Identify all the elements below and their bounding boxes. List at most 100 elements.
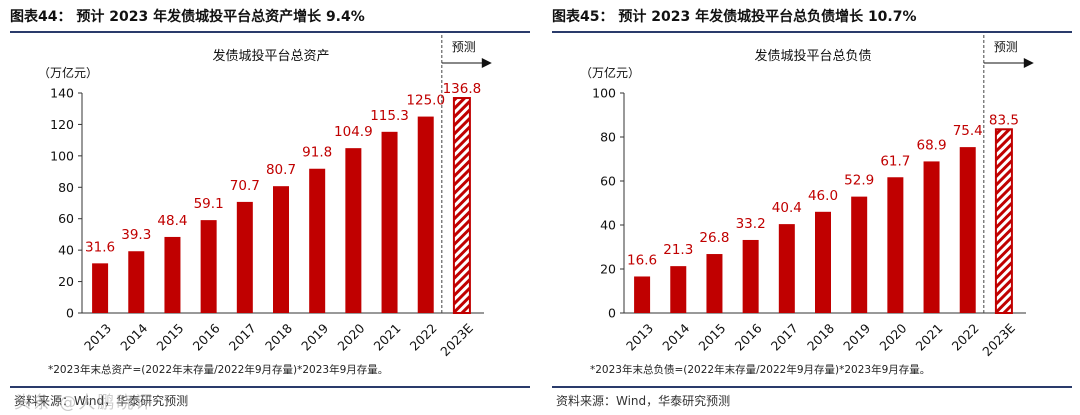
x-tick-label: 2013	[623, 320, 656, 353]
y-tick-label: 140	[50, 86, 74, 101]
x-tick-label: 2016	[190, 320, 223, 353]
bar	[128, 251, 145, 313]
y-tick-label: 60	[600, 174, 616, 189]
bar	[273, 186, 289, 313]
value-label: 61.7	[880, 153, 910, 169]
x-tick-label: 2015	[695, 320, 728, 353]
x-tick-label: 2020	[334, 320, 367, 353]
x-tick-label: 2019	[298, 320, 331, 353]
bar	[92, 263, 109, 313]
x-tick-label: 2016	[732, 320, 765, 353]
figure-45-chart: 发债城投平台总负债 （万亿元） 0 20 40 60 80 100 预测 16.6 2013 21.3…	[580, 35, 1034, 359]
bar	[923, 161, 940, 313]
value-label: 136.8	[443, 81, 482, 97]
figure-44-chart: 发债城投平台总资产 （万亿元） 0 20 40 60 80 100 120 140 预测 31.6 20…	[38, 35, 492, 359]
bar	[381, 131, 398, 313]
value-label: 39.3	[121, 227, 151, 243]
bar	[164, 236, 181, 313]
value-label: 40.4	[772, 200, 802, 216]
value-label: 46.0	[808, 188, 838, 204]
value-label: 68.9	[917, 137, 947, 153]
figure-45-source: 资料来源：Wind，华泰研究预测	[556, 394, 731, 408]
value-label: 21.3	[663, 242, 693, 258]
bar	[200, 220, 217, 313]
value-label: 70.7	[230, 178, 260, 194]
x-tick-label: 2021	[913, 320, 946, 353]
y-tick-label: 60	[58, 211, 74, 226]
forecast-bar	[452, 97, 471, 315]
value-label: 16.6	[627, 252, 657, 268]
bar	[706, 254, 723, 313]
value-label: 125.0	[406, 93, 445, 109]
x-tick-label: 2020	[876, 320, 909, 353]
value-label: 104.9	[334, 124, 373, 140]
value-label: 83.5	[989, 112, 1019, 128]
y-tick-label: 100	[50, 148, 74, 163]
figure-45-bottom-rule	[552, 386, 1072, 388]
x-tick-label: 2015	[153, 320, 186, 353]
bar	[417, 116, 434, 313]
chart-title: 发债城投平台总负债	[754, 48, 871, 64]
y-tick-label: 100	[592, 86, 616, 101]
figure-45-title: 图表45： 预计 2023 年发债城投平台总负债增长 10.7%	[552, 9, 917, 25]
y-axis-unit-label: （万亿元）	[580, 65, 640, 80]
bar	[345, 148, 362, 313]
chart-title: 发债城投平台总资产	[212, 48, 329, 64]
value-label: 26.8	[699, 230, 729, 246]
value-label: 59.1	[194, 196, 224, 212]
value-label: 91.8	[302, 145, 332, 161]
figure-44-source: 资料来源：Wind，华泰研究预测	[14, 394, 189, 408]
x-tick-label: 2021	[371, 320, 404, 353]
y-tick-label: 40	[600, 218, 616, 233]
figure-45-top-rule	[552, 31, 1072, 33]
figure-44-panel: 图表44： 预计 2023 年发债城投平台总资产增长 9.4% 发债城投平台总资…	[10, 0, 532, 415]
y-tick-label: 80	[600, 130, 616, 145]
y-axis-unit-label: （万亿元）	[38, 65, 98, 80]
bar	[309, 168, 326, 313]
y-tick-label: 0	[66, 306, 74, 321]
y-tick-label: 0	[608, 306, 616, 321]
x-tick-label: 2023E	[979, 320, 1018, 359]
x-tick-label: 2014	[659, 320, 692, 353]
x-tick-label: 2017	[226, 320, 259, 353]
value-label: 48.4	[157, 213, 187, 229]
x-tick-label: 2018	[262, 320, 295, 353]
x-tick-label: 2023E	[437, 320, 476, 359]
y-tick-label: 20	[600, 262, 616, 277]
figure-44-note: *2023年末总资产=(2022年末存量/2022年9月存量)*2023年9月存…	[48, 364, 389, 376]
forecast-bar	[994, 128, 1013, 314]
x-tick-label: 2014	[117, 320, 150, 353]
figure-44-top-rule	[10, 31, 530, 33]
bar	[742, 239, 759, 313]
x-tick-label: 2022	[949, 320, 982, 353]
value-label: 75.4	[953, 123, 983, 139]
forecast-label: 预测	[452, 40, 476, 54]
x-tick-label: 2017	[768, 320, 801, 353]
bar	[851, 196, 868, 313]
bar	[815, 211, 831, 313]
y-tick-label: 80	[58, 180, 74, 195]
x-tick-label: 2022	[407, 320, 440, 353]
value-label: 115.3	[370, 108, 409, 124]
y-tick-label: 40	[58, 243, 74, 258]
bar	[634, 276, 651, 313]
forecast-label: 预测	[994, 40, 1018, 54]
figure-44-title: 图表44： 预计 2023 年发债城投平台总资产增长 9.4%	[10, 9, 365, 25]
bar	[778, 224, 795, 313]
forecast-arrowhead	[1023, 58, 1034, 68]
bar	[959, 147, 976, 313]
x-tick-label: 2013	[81, 320, 114, 353]
x-tick-label: 2018	[804, 320, 837, 353]
bar	[887, 177, 904, 313]
value-label: 52.9	[844, 173, 874, 189]
forecast-arrowhead	[481, 58, 492, 68]
value-label: 80.7	[266, 162, 296, 178]
figure-44-bottom-rule	[10, 386, 530, 388]
y-tick-label: 120	[50, 117, 74, 132]
x-tick-label: 2019	[840, 320, 873, 353]
figure-45-note: *2023年末总负债=(2022年末存量/2022年9月存量)*2023年9月存…	[590, 364, 931, 376]
y-tick-label: 20	[58, 274, 74, 289]
figure-45-panel: 图表45： 预计 2023 年发债城投平台总负债增长 10.7% 发债城投平台总…	[552, 0, 1074, 415]
value-label: 31.6	[85, 239, 115, 255]
bar	[670, 266, 687, 313]
